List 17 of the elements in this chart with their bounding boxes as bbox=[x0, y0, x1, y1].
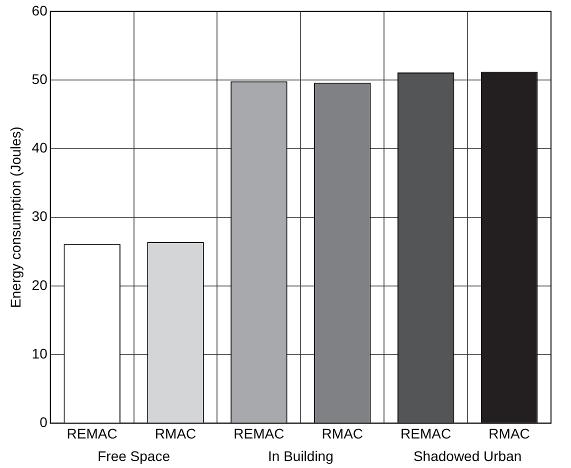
y-tick-label: 30 bbox=[32, 208, 48, 224]
y-tick-label: 10 bbox=[32, 345, 48, 362]
text: In Building bbox=[268, 448, 334, 464]
y-tick-label: 60 bbox=[32, 2, 48, 18]
x-tick-label: REMAC bbox=[400, 425, 452, 442]
x-tick-label: REMAC bbox=[234, 425, 284, 442]
text: Shadowed Urban bbox=[413, 448, 522, 464]
y-tick-label: 40 bbox=[32, 140, 48, 156]
x-tick-label: RMAC bbox=[488, 425, 530, 442]
x-tick-label: RMAC bbox=[154, 425, 196, 442]
y-tick-label: 50 bbox=[32, 70, 48, 87]
y-tick-label: 20 bbox=[32, 276, 48, 293]
text: Free Space bbox=[98, 448, 170, 464]
x-tick-label: REMAC bbox=[66, 425, 118, 442]
y-tick-label: 0 bbox=[40, 414, 48, 430]
x-tick-label: RMAC bbox=[322, 425, 364, 442]
y-axis-title: Energy consumption (Joules) bbox=[7, 126, 24, 308]
